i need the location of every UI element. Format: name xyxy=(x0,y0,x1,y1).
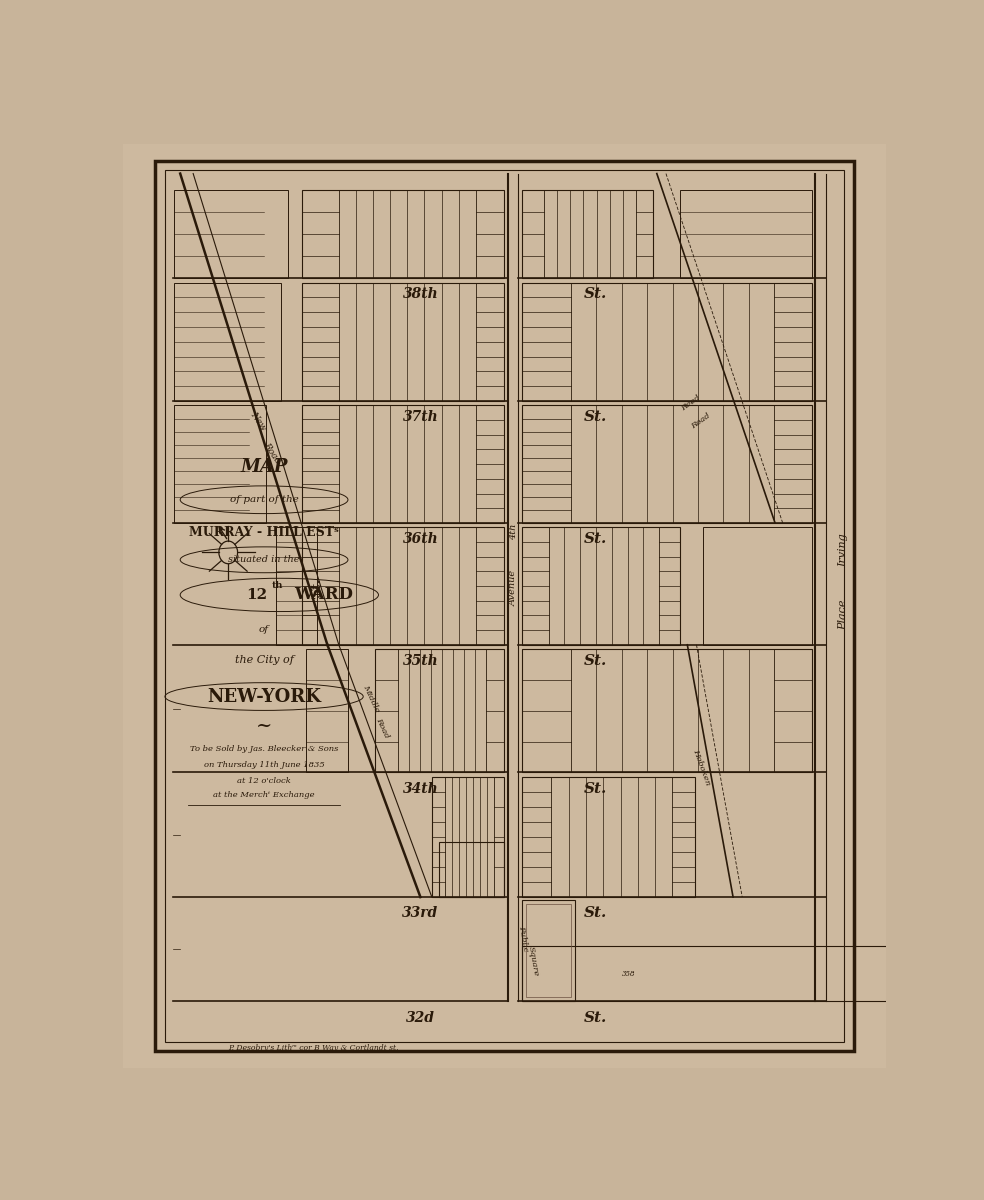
Text: Reed: Reed xyxy=(680,394,703,412)
Text: 36th: 36th xyxy=(402,532,438,546)
Text: Hoboken: Hoboken xyxy=(691,749,711,787)
Text: Road: Road xyxy=(690,412,712,431)
Bar xyxy=(174,282,280,401)
Bar xyxy=(522,900,576,1002)
Text: St.: St. xyxy=(584,410,607,424)
Text: WARD: WARD xyxy=(294,587,353,604)
Text: St.: St. xyxy=(584,287,607,301)
Bar xyxy=(302,190,505,278)
Text: Road: Road xyxy=(374,716,391,739)
Bar xyxy=(440,841,505,898)
Text: P. Desobry's Lithᵐ cor B Way & Cortlandt st.: P. Desobry's Lithᵐ cor B Way & Cortlandt… xyxy=(228,1044,399,1051)
Text: St.: St. xyxy=(584,654,607,668)
Text: 37th: 37th xyxy=(402,410,438,424)
Text: 33rd: 33rd xyxy=(402,906,439,920)
Bar xyxy=(522,528,680,644)
Text: 32d: 32d xyxy=(406,1010,435,1025)
Bar xyxy=(525,905,572,997)
Text: 12: 12 xyxy=(246,588,267,602)
Text: on Thursday 11th June 1835: on Thursday 11th June 1835 xyxy=(204,761,325,769)
Bar xyxy=(522,776,695,898)
Bar xyxy=(306,649,348,773)
Bar xyxy=(703,528,812,644)
Text: th: th xyxy=(272,581,283,590)
Text: Road: Road xyxy=(262,442,282,466)
Text: situated in the: situated in the xyxy=(228,556,300,564)
Text: Avenue: Avenue xyxy=(509,570,518,606)
Text: 35th: 35th xyxy=(402,654,438,668)
Text: at 12 o'clock: at 12 o'clock xyxy=(237,776,291,785)
Text: MAP: MAP xyxy=(240,458,287,476)
Text: St.: St. xyxy=(584,906,607,920)
Bar xyxy=(522,190,653,278)
Text: 38th: 38th xyxy=(402,287,438,301)
Text: Public: Public xyxy=(518,925,529,953)
Text: St.: St. xyxy=(584,1010,607,1025)
Text: To be Sold by Jas. Bleecker & Sons: To be Sold by Jas. Bleecker & Sons xyxy=(190,745,338,754)
Text: MURRAY - HILL ESTˢ: MURRAY - HILL ESTˢ xyxy=(189,526,339,539)
Text: Place: Place xyxy=(838,600,848,630)
Bar xyxy=(680,190,812,278)
Bar xyxy=(302,406,505,523)
Text: Middle: Middle xyxy=(361,683,381,714)
Text: at the Merchᵗ Exchange: at the Merchᵗ Exchange xyxy=(214,792,315,799)
Text: Square: Square xyxy=(526,946,540,978)
Text: St.: St. xyxy=(584,781,607,796)
Bar xyxy=(302,528,505,644)
Text: of: of xyxy=(259,624,270,634)
Text: 4th: 4th xyxy=(509,524,518,540)
Bar xyxy=(375,649,505,773)
Text: the City of: the City of xyxy=(234,654,293,665)
Text: St.: St. xyxy=(584,532,607,546)
Text: ~: ~ xyxy=(256,718,273,736)
Bar xyxy=(432,776,505,898)
Bar xyxy=(276,528,318,644)
Bar xyxy=(522,406,812,523)
Text: 358: 358 xyxy=(622,970,636,978)
Text: Irving: Irving xyxy=(838,534,848,568)
Text: NEW-YORK: NEW-YORK xyxy=(208,688,321,706)
Bar xyxy=(302,282,505,401)
Bar xyxy=(174,406,266,523)
Bar xyxy=(522,946,984,1002)
Text: 34th: 34th xyxy=(402,781,438,796)
Bar xyxy=(522,282,812,401)
Bar xyxy=(522,649,812,773)
Bar xyxy=(165,170,843,1042)
Text: of part of the: of part of the xyxy=(229,496,298,504)
Text: New: New xyxy=(249,410,269,432)
Bar xyxy=(174,190,288,278)
Text: St.: St. xyxy=(311,578,324,598)
